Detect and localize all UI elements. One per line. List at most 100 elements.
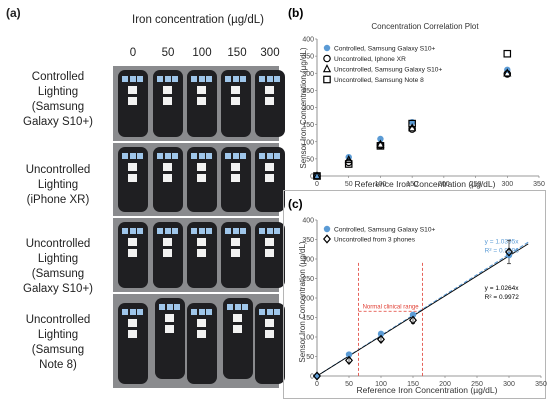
chart-b-marks [312,49,512,180]
reagent-pad-blue [191,309,197,315]
equation-uncontrolled: R² = 0.9972 [485,294,520,301]
reagent-pad-blue [172,153,178,159]
chart-b-legend-marker [323,44,331,52]
test-strip [187,303,217,384]
reagent-pad-white [163,86,172,94]
chart-b-x-tick-label: 100 [375,181,387,188]
reagent-pad-white [128,97,137,105]
chart-b-point [408,123,417,132]
test-strip [255,70,285,137]
reagent-pad-blue [259,76,265,82]
chart-b-point [377,135,384,143]
chart-c-point [377,330,385,338]
row-1-line-4: Galaxy S10+) [23,116,93,128]
chart-c-xlabel: Reference Iron Concentration (µg/dL) [357,385,498,395]
reagent-pad-blue [157,153,163,159]
reagent-pad-white [197,174,206,182]
row-4-line-3: (Samsung [31,344,85,356]
row-2-line-2: Lighting [37,179,79,191]
reagent-pad-white [231,163,240,171]
reagent-pad-white [163,163,172,171]
reagent-pad-white [163,238,172,246]
row-4-line-4: Note 8) [39,359,77,371]
reagent-pad-blue [191,153,197,159]
chart-c-legend-marker [323,225,331,233]
reagent-pad-white [197,86,206,94]
chart-c-legend-marker [323,234,331,244]
chart-c-marks [313,239,513,381]
reagent-pad-blue [191,76,197,82]
chart-b-x-tick-label: 0 [315,181,319,188]
chart-b-x-tick-label: 300 [501,181,513,188]
chart-b-x-tick-label: 150 [406,181,418,188]
reagent-pad-blue [164,153,171,159]
row-4-line-1: Uncontrolled [25,314,91,326]
reagent-pad-blue [225,76,231,82]
test-strip [221,70,251,137]
reagent-pad-blue [137,76,143,82]
trendline [316,243,529,377]
chart-c-point [345,355,353,366]
reagent-pad-blue [232,76,239,82]
chart-b-point [408,119,416,128]
test-strip [153,222,183,288]
chart-c-point [377,334,385,344]
reagent-pad-white [265,174,274,182]
reagent-pad-blue [137,153,143,159]
reagent-pad-white [197,238,206,246]
conc-header-150: 150 [227,47,247,59]
chart-b-point [376,139,385,148]
chart-c-y-tick-label: 250 [302,276,314,283]
chart-b-x-tick-label: 50 [345,181,353,188]
chart-b-x-tick-label: 250 [470,181,482,188]
chart-b-legend-marker [323,54,331,63]
reagent-pad-blue [198,309,205,315]
test-strip [118,70,148,137]
reagent-pad-blue [266,309,273,315]
chart-c-extras: Normal clinical range y = 1.0395x R² = 0.9… [316,238,529,377]
reagent-pad-white [265,86,274,94]
reagent-pad-blue [157,76,163,82]
reagent-pad-blue [259,228,265,234]
reagent-pad-blue [206,309,212,315]
test-strip [187,147,217,212]
chart-c-point [409,315,417,325]
chart-b-point [376,142,385,150]
chart-b-axes: 0 50 100 150 200 250 300 350 400 0 50 100 150 200 250 3… [302,37,545,189]
reagent-pad-white [197,330,206,338]
reagent-pad-blue [225,153,231,159]
reagent-pad-white [163,174,172,182]
chart-b-y-tick-label: 0 [310,174,314,181]
chart-b-y-tick-label: 150 [302,122,314,129]
reagent-pad-white [128,163,137,171]
chart-b-y-tick-label: 250 [302,88,314,95]
chart-b-point [344,154,353,164]
row-label-1: Controlled Lighting (Samsung Galaxy S10+… [4,70,112,130]
chart-c-x-tick-label: 250 [471,381,483,388]
reagent-pad-blue [240,153,246,159]
reagent-pad-blue [266,228,273,234]
reagent-pad-blue [225,228,231,234]
row-1-line-2: Lighting [37,86,79,98]
reagent-pad-blue [198,153,205,159]
row-label-4: Uncontrolled Lighting (Samsung Note 8) [4,313,112,373]
chart-b-legend-label: Controlled, Samsung Galaxy S10+ [334,46,435,53]
reagent-pad-white [231,174,240,182]
chart-b-point [408,125,416,133]
test-strip [153,147,183,212]
chart-c-x-tick-label: 200 [439,381,451,388]
reagent-pad-blue [206,76,212,82]
reagent-pad-blue [227,304,233,310]
chart-c-axes: 0 50 100 150 200 250 300 350 400 0 50 100 150 200 250 3… [302,218,547,389]
clinical-range-label: Normal clinical range [363,304,420,310]
reagent-pad-white [165,325,174,333]
reagent-pad-white [128,86,137,94]
chart-c-x-tick-label: 150 [407,381,419,388]
chart-b-x-tick-label: 350 [533,181,545,188]
reagent-pad-blue [164,228,171,234]
reagent-pad-blue [122,76,128,82]
chart-b-panel-label: (b) [288,6,303,20]
reagent-pad-white [197,97,206,105]
chart-b-y-tick-label: 50 [306,156,314,163]
test-strip [255,303,285,384]
